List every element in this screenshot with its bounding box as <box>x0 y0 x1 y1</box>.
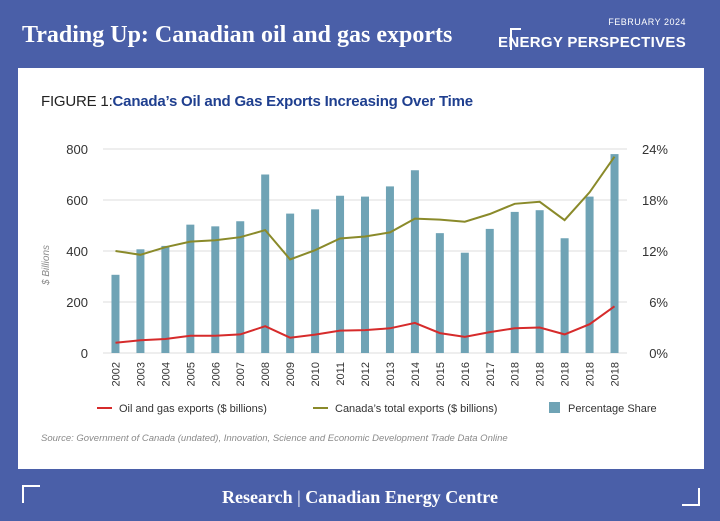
footer-org: Canadian Energy Centre <box>305 487 498 507</box>
x-tick-label: 2018 <box>510 362 522 386</box>
footer-title: Research | Canadian Energy Centre <box>0 487 720 508</box>
bar <box>460 252 469 353</box>
x-tick-label: 2017 <box>485 362 497 386</box>
x-tick-label: 2018 <box>560 362 572 386</box>
bar <box>186 224 195 353</box>
y2-tick-label: 18% <box>642 193 668 208</box>
page-title: Trading Up: Canadian oil and gas exports <box>22 22 453 48</box>
bar <box>261 174 270 353</box>
y-tick-label: 600 <box>66 193 88 208</box>
bar <box>510 211 519 353</box>
x-tick-label: 2003 <box>135 362 147 386</box>
bar <box>311 209 320 353</box>
bar <box>585 196 594 353</box>
brand-label: ENERGY PERSPECTIVES <box>498 34 686 51</box>
footer-separator: | <box>297 487 301 507</box>
y-axis-label: $ Billions <box>41 245 52 286</box>
bar <box>361 196 369 353</box>
total-exports-line <box>115 156 616 261</box>
legend-share-swatch <box>549 402 560 413</box>
bar <box>435 233 444 353</box>
x-tick-label: 2011 <box>335 362 347 386</box>
oil-gas-exports-line <box>115 305 616 344</box>
x-tick-label: 2013 <box>385 362 397 386</box>
bar-series <box>111 154 619 353</box>
y2-axis-ticks: 0% 6% 12% 18% 24% <box>642 142 668 361</box>
legend-total-label: Canada’s total exports ($ billions) <box>335 403 497 415</box>
source-note: Source: Government of Canada (undated), … <box>41 433 508 444</box>
y-tick-label: 400 <box>66 244 88 259</box>
bar <box>610 154 619 353</box>
corner-bracket-icon <box>682 488 700 506</box>
x-tick-label: 2012 <box>360 362 372 386</box>
figure-label: FIGURE 1: <box>41 93 113 110</box>
bar <box>111 274 120 353</box>
x-tick-label: 2016 <box>460 362 472 386</box>
bar <box>211 226 220 353</box>
brand-bracket-icon <box>510 28 521 50</box>
legend-oil-label: Oil and gas exports ($ billions) <box>119 403 267 415</box>
y-tick-label: 0 <box>81 346 88 361</box>
figure-heading: Canada’s Oil and Gas Exports Increasing … <box>112 93 474 110</box>
bar <box>560 238 569 353</box>
y-tick-label: 200 <box>66 295 88 310</box>
publication-date: FEBRUARY 2024 <box>608 17 686 27</box>
y-tick-label: 800 <box>66 142 88 157</box>
x-tick-label: 2009 <box>285 362 297 386</box>
header-banner: Trading Up: Canadian oil and gas exports… <box>0 0 720 68</box>
bar <box>410 170 419 353</box>
x-tick-label: 2007 <box>235 362 247 386</box>
x-tick-label: 2018 <box>535 362 547 386</box>
bar <box>535 210 544 353</box>
x-tick-label: 2018 <box>610 362 622 386</box>
bar <box>286 213 295 353</box>
y-axis-ticks: 0 200 400 600 800 <box>66 142 88 361</box>
x-tick-label: 2015 <box>435 362 447 386</box>
x-tick-label: 2006 <box>210 362 222 386</box>
x-tick-label: 2004 <box>160 362 172 386</box>
bar <box>336 195 345 353</box>
x-axis-ticks: 2002 2003 2004 2005 2006 2007 2008 2009 2010 2011… <box>110 362 621 386</box>
corner-bracket-icon <box>22 485 40 503</box>
x-tick-label: 2005 <box>185 362 197 386</box>
bar <box>485 228 494 353</box>
line-series <box>115 156 616 344</box>
x-tick-label: 2008 <box>260 362 272 386</box>
legend: Oil and gas exports ($ billions) Canada’… <box>97 402 657 415</box>
x-tick-label: 2018 <box>585 362 597 386</box>
bar <box>136 249 145 353</box>
figure-title: FIGURE 1:Canada’s Oil and Gas Exports In… <box>41 93 473 110</box>
x-tick-label: 2010 <box>310 362 322 386</box>
y2-tick-label: 6% <box>649 295 668 310</box>
bar <box>236 221 245 353</box>
x-tick-label: 2014 <box>410 362 422 386</box>
footer-research: Research <box>222 487 293 507</box>
bar <box>385 186 394 353</box>
bar <box>161 245 170 353</box>
legend-share-label: Percentage Share <box>568 403 657 415</box>
y2-tick-label: 12% <box>642 244 668 259</box>
y2-tick-label: 0% <box>649 346 668 361</box>
y2-tick-label: 24% <box>642 142 668 157</box>
x-tick-label: 2002 <box>110 362 122 386</box>
